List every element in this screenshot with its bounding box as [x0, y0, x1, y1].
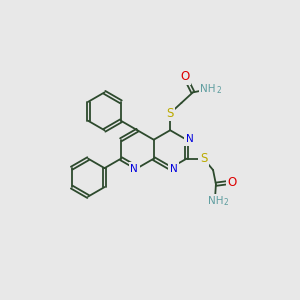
Text: N: N	[186, 134, 194, 144]
Text: O: O	[228, 176, 237, 189]
Text: 2: 2	[224, 198, 229, 207]
Text: NH: NH	[208, 196, 223, 206]
Text: NH: NH	[200, 84, 216, 94]
Text: O: O	[181, 70, 190, 83]
Text: N: N	[169, 164, 177, 174]
Text: N: N	[130, 164, 138, 174]
Text: 2: 2	[217, 86, 221, 95]
Text: S: S	[200, 152, 207, 165]
Text: S: S	[167, 107, 174, 120]
